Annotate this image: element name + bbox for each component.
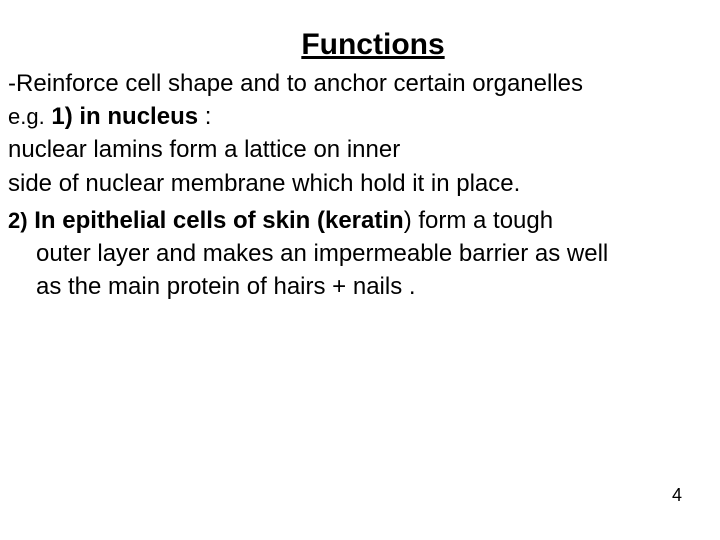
line-epithelial-2: outer layer and makes an impermeable bar…: [8, 238, 712, 269]
line-epithelial-3: as the main protein of hairs + nails .: [8, 271, 712, 302]
line-lamins-2: side of nuclear membrane which hold it i…: [8, 168, 712, 199]
line-lamins-1: nuclear lamins form a lattice on inner: [8, 134, 712, 165]
line-example-1: e.g. 1) in nucleus :: [8, 101, 712, 132]
line-reinforce: -Reinforce cell shape and to anchor cert…: [8, 68, 712, 99]
example1-colon: :: [205, 103, 212, 130]
example2-bold: In epithelial cells of skin (keratin: [34, 207, 403, 234]
example1-bold: 1) in nucleus: [51, 103, 204, 130]
slide: Functions -Reinforce cell shape and to a…: [0, 0, 720, 540]
page-number: 4: [672, 485, 682, 506]
example2-tail: form a tough: [418, 207, 553, 234]
example2-num: 2): [8, 208, 28, 233]
title: Functions: [34, 28, 712, 62]
line-example-2: 2) In epithelial cells of skin (keratin)…: [8, 205, 712, 236]
eg-prefix: e.g.: [8, 104, 45, 129]
example2-paren: ): [404, 207, 412, 234]
